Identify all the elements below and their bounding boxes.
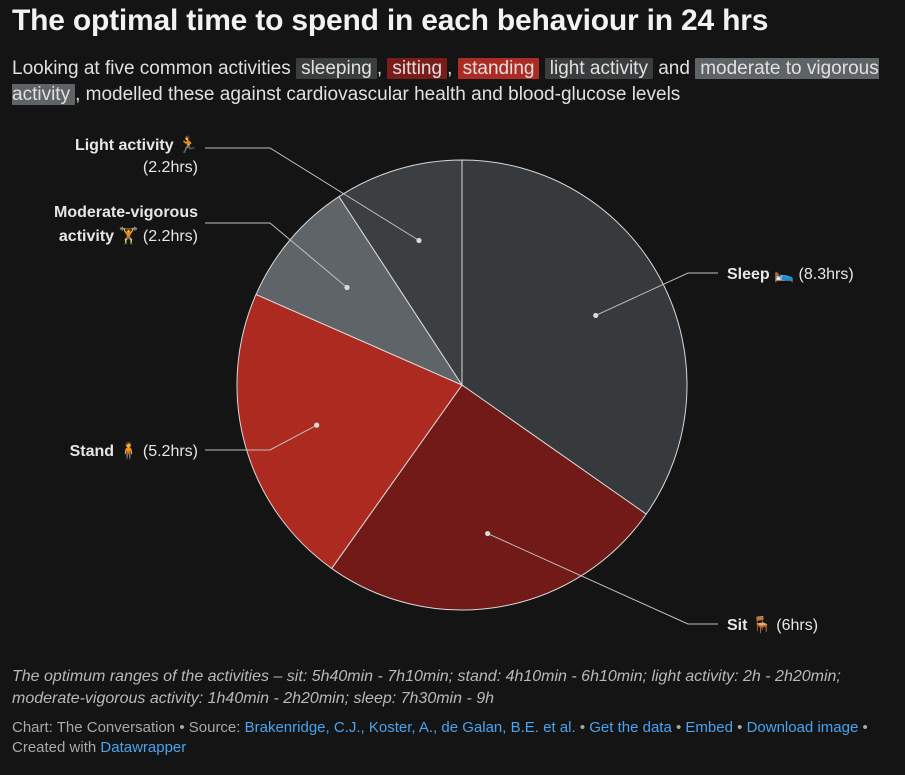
leader-dot-sit [485,530,491,537]
label-light-activity-value: (2.2hrs) [143,159,198,176]
footer-sep: • [737,719,743,736]
chart-credit: Chart: The Conversation [12,719,176,736]
footer-sep: • [862,719,868,736]
source-prefix: Source: [188,719,241,736]
chart-footer: Chart: The Conversation • Source: Braken… [12,718,892,758]
label-sleep: Sleep 🛌 (8.3hrs) [727,266,854,283]
slice-sleep[interactable] [461,159,688,515]
highlight-light-activity: light activity [544,58,653,79]
slice-labels: Sleep 🛌 (8.3hrs) Sit 🪑 (6hrs) Stand 🧍 (5.2… [54,135,854,634]
chart-title: The optimal time to spend in each behavi… [12,4,769,37]
leader-line-stand [205,424,317,451]
slice-sit[interactable] [330,384,647,611]
slice-stand[interactable] [236,293,463,570]
highlight-sitting: sitting [387,58,448,79]
chart-note: The optimum ranges of the activities – s… [12,668,841,707]
leader-dot-moderate-vigorous-activity [344,284,350,291]
label-sit: Sit 🪑 (6hrs) [727,615,818,634]
leader-dot-stand [314,422,320,428]
subtitle-sep: , [447,58,453,79]
highlight-standing: standing [457,58,540,79]
label-moderate-vigorous-activity-line2: activity 🏋 (2.2hrs) [59,226,198,245]
highlight-sleeping: sleeping [296,58,377,79]
leader-dot-light-activity [416,237,422,244]
download-image-link[interactable]: Download image [746,719,859,736]
subtitle-and: and [658,58,690,79]
label-moderate-vigorous-activity-line1: Moderate-vigorous [54,204,198,221]
leader-line-sit [487,533,718,625]
leader-dot-sleep [593,312,599,319]
leader-line-sleep [595,272,718,316]
chart-subtitle: Looking at five common activities sleepi… [12,56,897,108]
footer-sep: • [579,719,586,736]
leader-lines [205,147,718,625]
datawrapper-link[interactable]: Datawrapper [100,739,187,756]
pie-chart: Sleep 🛌 (8.3hrs) Sit 🪑 (6hrs) Stand 🧍 (5.2… [54,135,854,634]
embed-link[interactable]: Embed [685,719,733,736]
leader-line-moderate-vigorous-activity [205,222,348,288]
subtitle-outro: , modelled these against cardiovascular … [75,84,681,105]
source-link[interactable]: Brakenridge, C.J., Koster, A., de Galan,… [244,719,576,736]
subtitle-sep: , [376,58,383,79]
get-data-link[interactable]: Get the data [589,719,672,736]
footer-sep: • [675,719,682,736]
label-light-activity-line1: Light activity 🏃 [75,135,198,154]
leader-line-light-activity [205,147,420,241]
footer-sep: • [179,719,185,736]
subtitle-intro: Looking at five common activities [12,58,291,79]
label-stand: Stand 🧍 (5.2hrs) [70,441,198,460]
pie-slices [236,159,688,611]
created-with: Created with [12,739,97,756]
